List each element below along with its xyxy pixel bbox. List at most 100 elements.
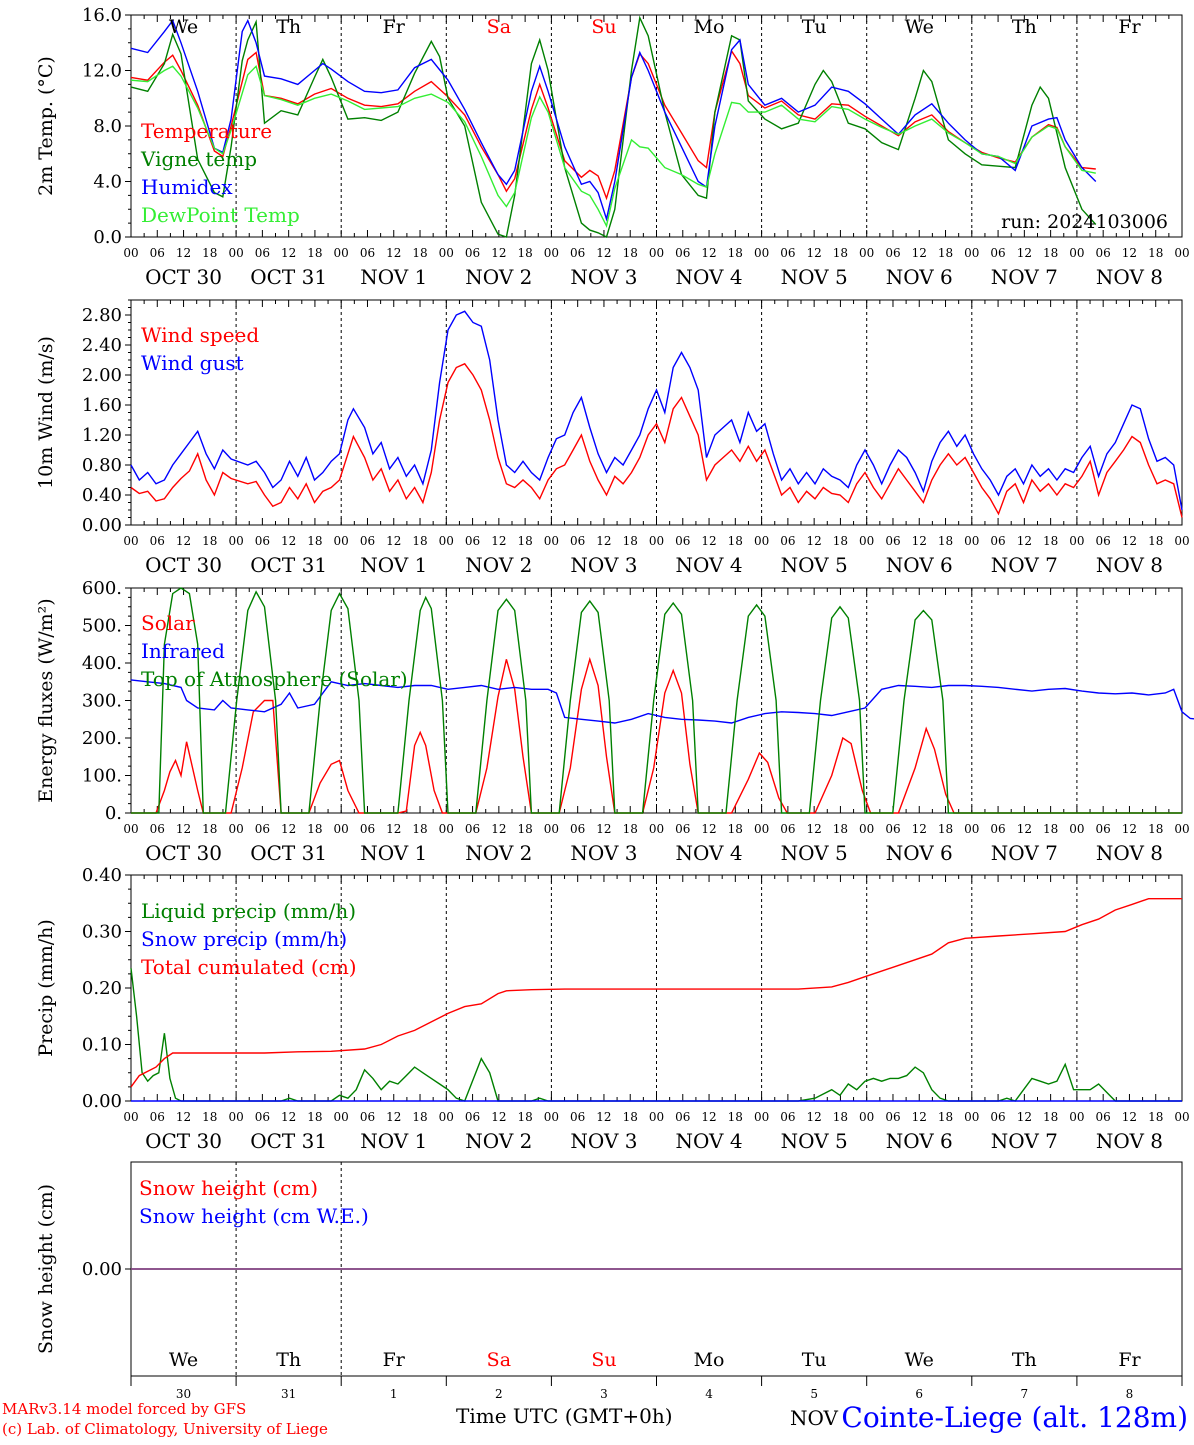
hour-label: 18: [833, 534, 848, 548]
hour-label: 06: [150, 1110, 165, 1124]
hour-label: 12: [912, 822, 927, 836]
hour-label: 06: [570, 246, 585, 260]
y-tick-label: 200.: [82, 728, 122, 749]
hour-label: 00: [334, 1110, 349, 1124]
hour-label: 12: [701, 246, 716, 260]
day-number-label: 2: [495, 1387, 503, 1401]
hour-label: 00: [228, 246, 243, 260]
series-line-dewpoint-temp: [130, 64, 1096, 228]
legend-entry: Wind gust: [141, 351, 244, 375]
hour-label: 00: [544, 822, 559, 836]
date-label: NOV 5: [781, 553, 848, 577]
y-axis-label: Snow height (cm): [35, 1184, 57, 1354]
day-number-label: 3: [600, 1387, 608, 1401]
hour-label: 12: [281, 1110, 296, 1124]
weekday-label: Fr: [1118, 1349, 1141, 1371]
date-label: NOV 6: [886, 1129, 953, 1153]
hour-label: 12: [596, 1110, 611, 1124]
hour-label: 12: [701, 822, 716, 836]
date-label: OCT 31: [250, 553, 327, 577]
hour-label: 00: [123, 534, 138, 548]
hour-label: 12: [491, 534, 506, 548]
y-tick-label: 4.0: [93, 172, 122, 193]
hour-label: 06: [990, 822, 1005, 836]
hour-label: 18: [517, 246, 532, 260]
hour-label: 00: [334, 534, 349, 548]
hour-label: 00: [544, 246, 559, 260]
date-label: NOV 4: [676, 553, 743, 577]
date-label: NOV 4: [676, 265, 743, 289]
hour-label: 18: [833, 246, 848, 260]
y-tick-label: 0.: [105, 803, 122, 824]
weekday-label: We: [905, 1349, 934, 1371]
hour-label: 06: [465, 534, 480, 548]
series-line-wind-speed: [130, 362, 1183, 518]
day-number-label: 30: [176, 1387, 191, 1401]
date-label: NOV 1: [360, 553, 427, 577]
date-label: OCT 30: [145, 1129, 222, 1153]
hour-label: 00: [228, 822, 243, 836]
hour-label: 00: [1069, 1110, 1084, 1124]
hour-label: 18: [938, 534, 953, 548]
hour-label: 12: [596, 534, 611, 548]
hour-label: 00: [334, 246, 349, 260]
hour-label: 00: [439, 246, 454, 260]
hour-label: 12: [912, 1110, 927, 1124]
weekday-label: Th: [276, 1349, 301, 1371]
hour-label: 12: [1017, 534, 1032, 548]
hour-label: 18: [412, 246, 427, 260]
y-tick-label: 0.40: [82, 865, 122, 886]
series-line-liquid-precip-mm-h-: [130, 968, 1182, 1102]
hour-label: 18: [728, 246, 743, 260]
hour-label: 06: [675, 246, 690, 260]
hour-label: 00: [228, 534, 243, 548]
weekday-label: Fr: [383, 1349, 406, 1371]
hour-label: 12: [281, 534, 296, 548]
y-tick-label: 600.: [82, 578, 122, 599]
model-credit: MARv3.14 model forced by GFS: [2, 1400, 247, 1418]
legend-entry: Top of Atmosphere (Solar): [141, 667, 408, 691]
hour-label: 06: [360, 822, 375, 836]
legend-entry: Vigne temp: [140, 147, 257, 171]
y-tick-label: 0.30: [82, 922, 122, 943]
lab-credit: (c) Lab. of Climatology, University of L…: [2, 1420, 328, 1438]
panel-4: [125, 874, 1183, 1102]
hour-label: 12: [701, 1110, 716, 1124]
run-label: run: 2024103006: [1001, 211, 1168, 233]
hour-label: 00: [1069, 534, 1084, 548]
hour-label: 18: [517, 1110, 532, 1124]
y-tick-label: 8.0: [93, 116, 122, 137]
y-tick-label: 2.40: [82, 335, 122, 356]
series-line-humidex: [130, 18, 1097, 222]
date-label: NOV 5: [781, 1129, 848, 1153]
overlap-label: NOV: [790, 1406, 839, 1430]
date-label: NOV 1: [360, 265, 427, 289]
y-tick-label: 0.00: [82, 1259, 122, 1280]
hour-label: 00: [1069, 822, 1084, 836]
hour-label: 00: [964, 246, 979, 260]
hour-label: 12: [596, 246, 611, 260]
series-line-temperature: [130, 49, 1096, 201]
series-line-total-cumulated-cm-: [130, 898, 1182, 1088]
hour-label: 18: [623, 246, 638, 260]
hour-label: 06: [465, 246, 480, 260]
y-tick-label: 300.: [82, 691, 122, 712]
weekday-label: We: [169, 1349, 198, 1371]
hour-label: 18: [412, 1110, 427, 1124]
hour-label: 06: [675, 534, 690, 548]
hour-label: 00: [123, 1110, 138, 1124]
hour-label: 00: [859, 822, 874, 836]
date-label: NOV 6: [886, 841, 953, 865]
hour-label: 06: [570, 1110, 585, 1124]
hour-label: 00: [649, 246, 664, 260]
hour-label: 00: [859, 246, 874, 260]
hour-label: 12: [1122, 822, 1137, 836]
hour-label: 00: [439, 1110, 454, 1124]
hour-label: 00: [859, 534, 874, 548]
hour-label: 12: [491, 1110, 506, 1124]
hour-label: 18: [938, 1110, 953, 1124]
weekday-label: Th: [1012, 1349, 1037, 1371]
hour-label: 00: [123, 246, 138, 260]
hour-label: 06: [1096, 822, 1111, 836]
y-axis-label: 10m Wind (m/s): [35, 336, 57, 489]
